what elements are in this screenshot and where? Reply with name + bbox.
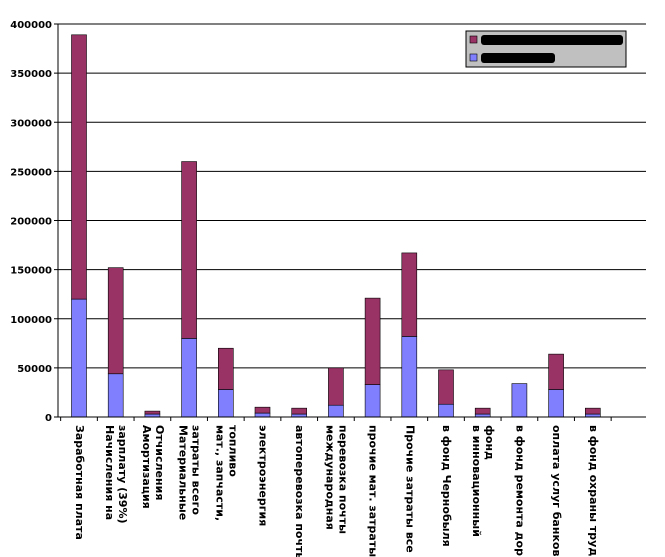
y-tick-label: 250000 — [10, 167, 52, 178]
y-tick-label: 150000 — [10, 266, 52, 277]
y-tick-label: 100000 — [10, 315, 52, 326]
x-category-label: оплата услуг банков — [550, 425, 563, 556]
x-category-label: в фонд охраны труд — [587, 425, 600, 556]
y-axis-ticks: 0 50000 100000 150000 200000 250000 300000 3500… — [10, 20, 58, 424]
bar-series-2 — [474, 407, 491, 415]
x-category-label: Начисления на — [103, 425, 116, 520]
x-category-label: перевозка почты — [336, 425, 349, 534]
bar-series-2 — [181, 161, 197, 339]
x-category-label: автоперевозка почты — [293, 425, 306, 557]
gridlines — [58, 23, 646, 369]
y-tick-label: 350000 — [10, 69, 52, 80]
bar-series-2 — [71, 34, 87, 300]
y-tick-label: 300000 — [10, 118, 52, 129]
x-category-label: зарплату (39%) — [116, 425, 129, 524]
x-category-label: топливо — [226, 425, 239, 477]
x-axis-labels: Заработная плата Начисления на зарплату (3… — [73, 425, 600, 557]
legend-label-redacted — [481, 53, 555, 63]
bar-series-2 — [254, 406, 271, 414]
x-category-label: Прочие затраты все — [403, 425, 416, 553]
bar-series-2 — [218, 347, 234, 390]
bar-series-2 — [364, 297, 381, 385]
bar-series-2 — [328, 367, 344, 406]
bar-series-1 — [548, 389, 564, 418]
axes — [57, 24, 646, 421]
bar-series-2 — [401, 252, 418, 337]
bar-series-1 — [328, 404, 344, 418]
bar-series-1 — [218, 389, 234, 418]
bar-series-1 — [438, 403, 454, 418]
bar-series-2 — [548, 353, 564, 390]
x-category-label: в фонд Чернобыля — [440, 425, 453, 547]
x-category-label: в инновационный — [470, 425, 483, 537]
bar-series-1 — [181, 338, 197, 418]
bar-series-1 — [511, 383, 528, 418]
bar-series-1 — [71, 298, 87, 418]
legend-label-redacted — [481, 35, 623, 45]
bar-series-1 — [254, 412, 271, 418]
legend-swatch — [469, 35, 478, 44]
bar-series-2 — [291, 407, 308, 415]
y-tick-label: 400000 — [10, 20, 52, 31]
bar-series-1 — [401, 336, 418, 418]
x-category-label: прочие мат. затраты — [367, 425, 380, 557]
x-category-label: международная — [323, 425, 336, 530]
legend — [465, 30, 627, 68]
x-category-label: Материальные — [177, 425, 190, 520]
bar-series-2 — [438, 369, 454, 405]
x-category-label: фонд — [483, 425, 496, 460]
legend-swatch — [469, 53, 478, 62]
bar-series-2 — [584, 407, 601, 415]
bar-series-1 — [107, 373, 124, 418]
bar-series-2 — [107, 267, 124, 375]
y-tick-label: 200000 — [10, 217, 52, 228]
y-tick-label: 0 — [45, 413, 52, 424]
x-category-label: мат., запчасти, — [213, 425, 226, 521]
x-category-label: Заработная плата — [73, 425, 86, 540]
x-category-label: Отчисления — [153, 425, 166, 500]
bar-series-1 — [364, 384, 381, 418]
x-category-label: Амортизация — [140, 425, 153, 509]
x-category-label: электроэнергия — [257, 425, 270, 526]
bars — [71, 34, 601, 418]
y-tick-label: 50000 — [17, 364, 52, 375]
x-category-label: в фонд ремонта дор — [513, 425, 526, 556]
bar-series-2 — [144, 410, 161, 415]
x-category-label: затраты всего — [190, 425, 203, 515]
